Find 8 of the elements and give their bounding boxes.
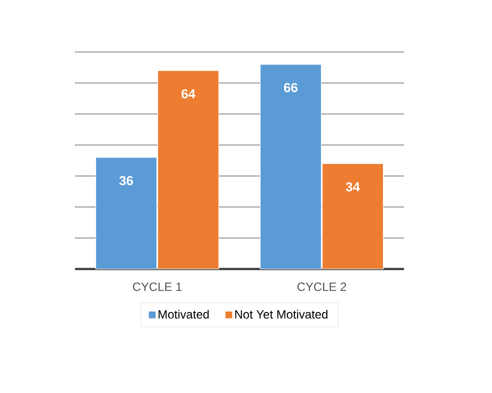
x-tick-label: CYCLE 1 (132, 282, 182, 291)
data-label: 64 (182, 89, 196, 98)
legend-label: Motivated (158, 310, 209, 319)
data-label: 36 (119, 176, 133, 186)
data-label: 66 (284, 83, 298, 92)
x-tick-label: CYCLE 2 (297, 282, 346, 291)
data-label: 34 (346, 182, 360, 192)
legend-label: Not Yet Motivated (235, 310, 328, 319)
